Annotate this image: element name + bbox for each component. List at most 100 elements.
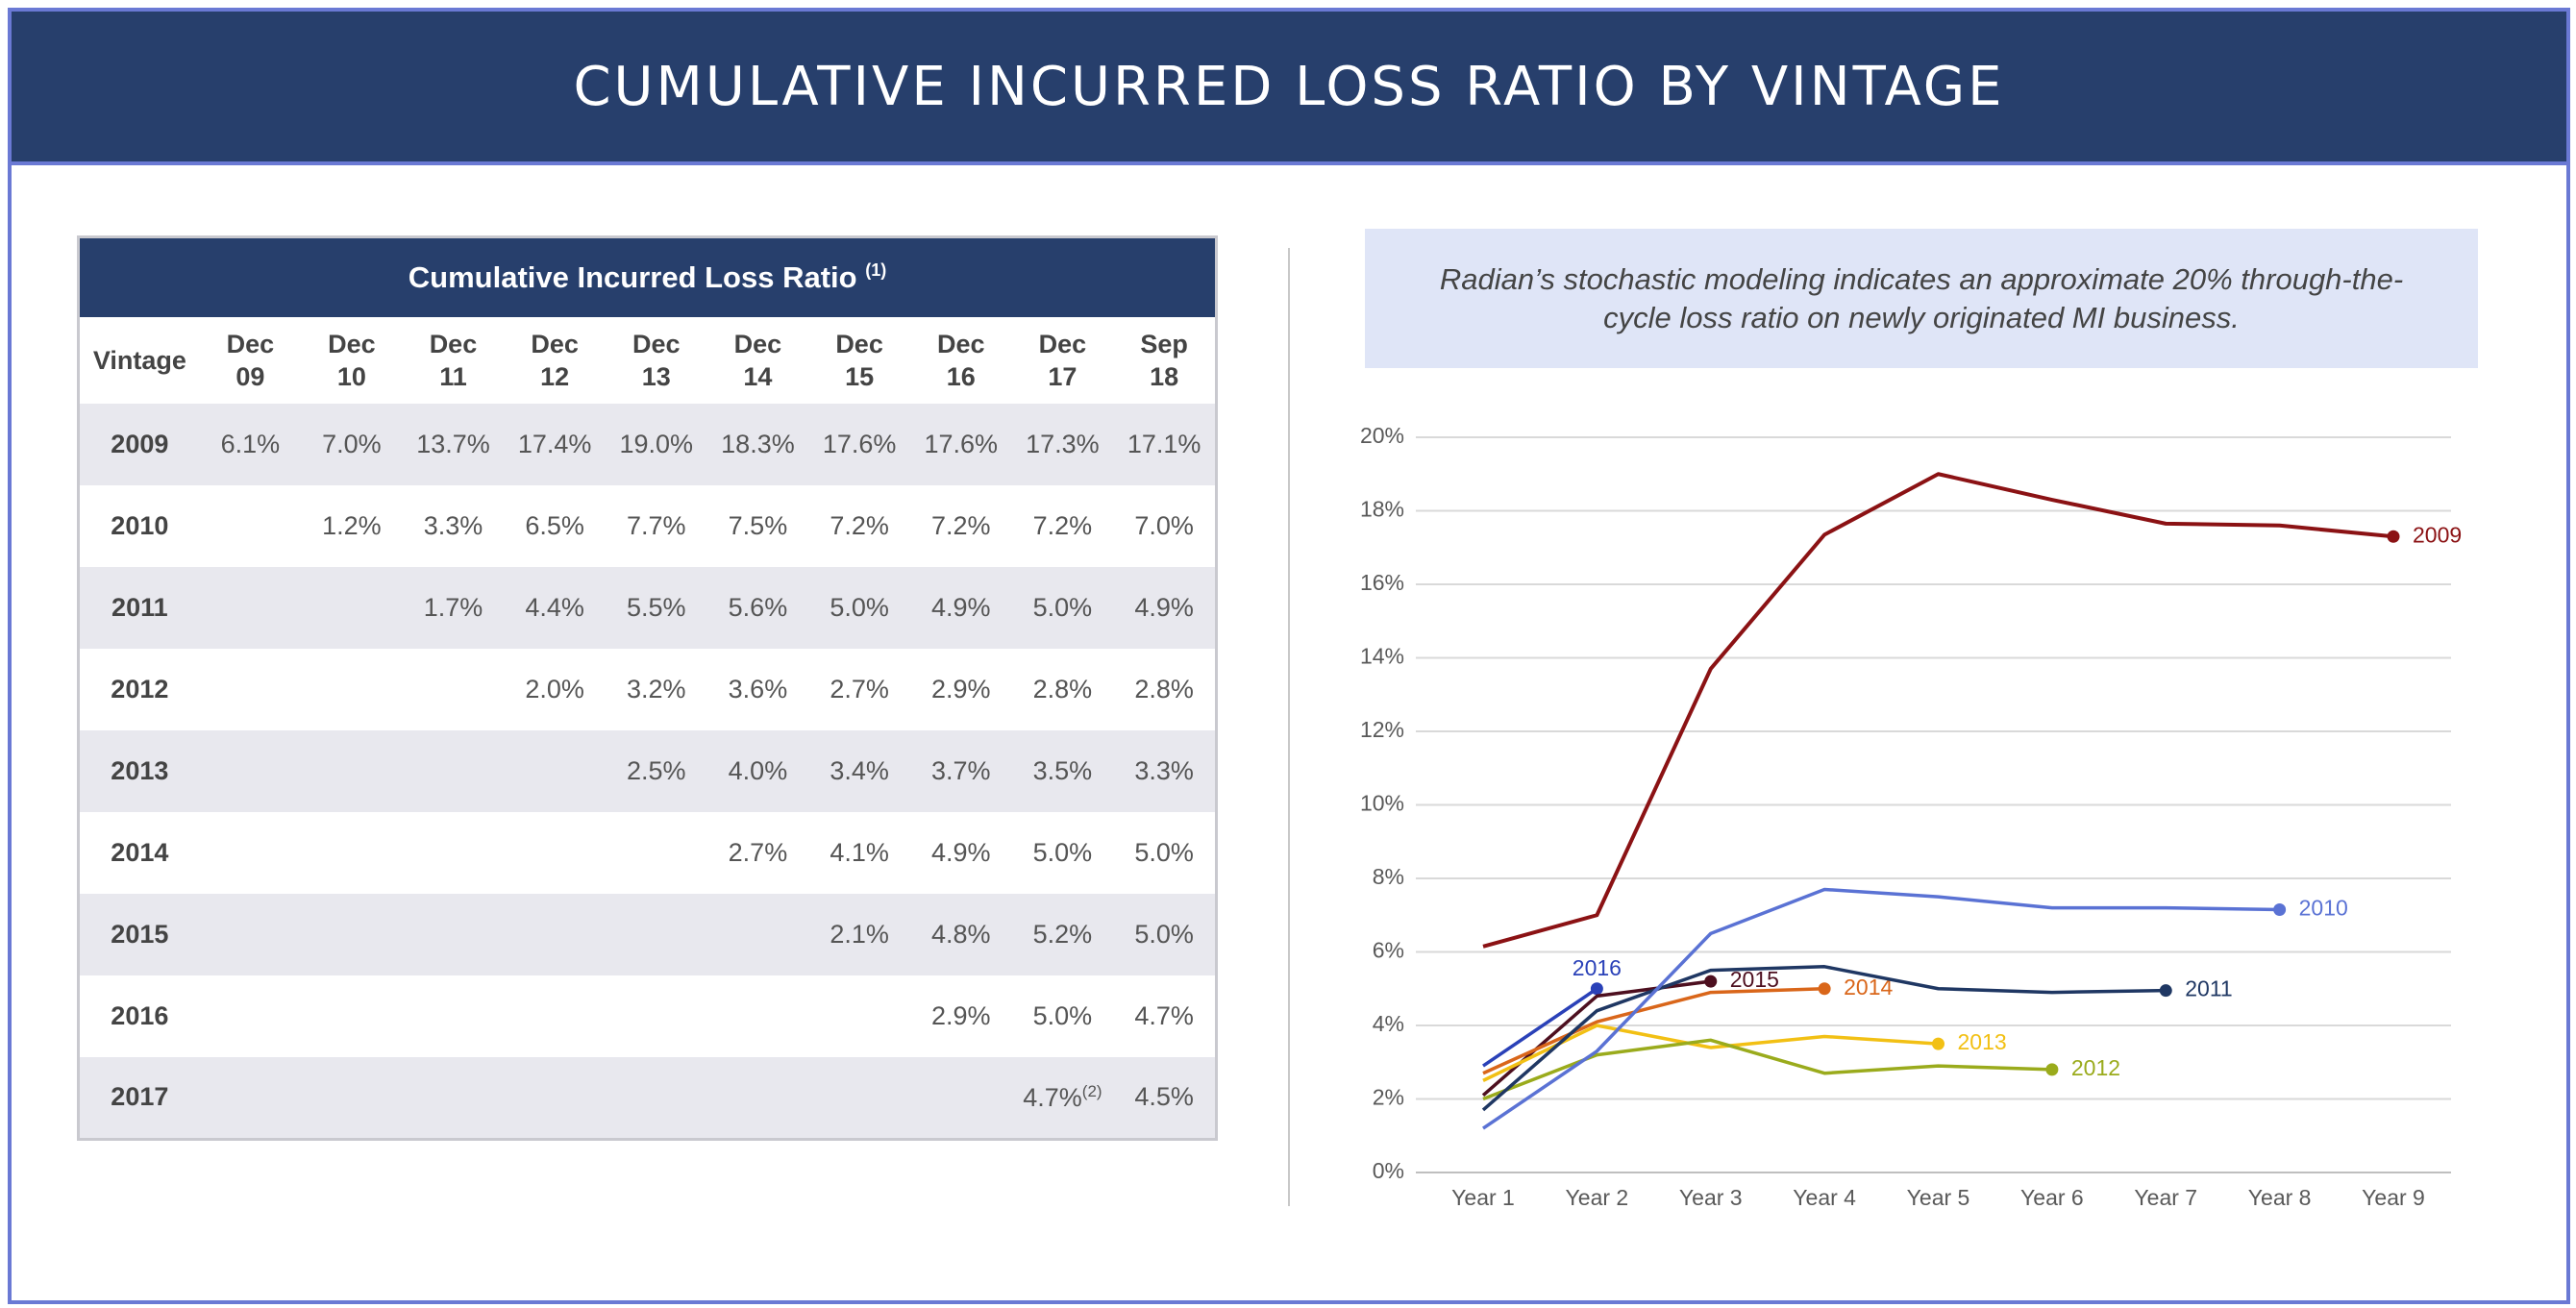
- value-cell: 7.2%: [1032, 511, 1093, 540]
- value-cell: 19.0%: [619, 430, 694, 458]
- value-cell: 3.3%: [1134, 756, 1194, 785]
- y-tick-label: 6%: [1373, 938, 1404, 963]
- column-header: Dec 11: [429, 330, 478, 391]
- vintage-cell: 2012: [111, 675, 169, 703]
- y-tick-label: 10%: [1360, 791, 1404, 816]
- value-cell: 2.8%: [1134, 675, 1194, 703]
- y-tick-label: 12%: [1360, 717, 1404, 742]
- value-cell: 3.5%: [1032, 756, 1093, 785]
- value-cell: 2.0%: [525, 675, 584, 703]
- table-row: 2014 2.7% 4.1% 4.9% 5.0% 5.0%: [79, 812, 1217, 894]
- series-line: [1482, 987, 1598, 1068]
- series-label: 2015: [1730, 967, 1779, 992]
- value-cell: 5.5%: [627, 593, 686, 622]
- value-cell: 2.7%: [830, 675, 889, 703]
- column-header: Dec 09: [226, 330, 275, 391]
- value-cell: 2.8%: [1032, 675, 1093, 703]
- x-tick-label: Year 7: [2134, 1185, 2197, 1210]
- x-tick-label: Year 8: [2248, 1185, 2312, 1210]
- x-tick-label: Year 2: [1566, 1185, 1629, 1210]
- vintage-cell: 2013: [111, 756, 169, 785]
- series-label: 2016: [1573, 955, 1622, 980]
- column-header-cell: Dec 13: [606, 317, 707, 404]
- value-cell: 4.0%: [728, 756, 788, 785]
- series-line: [1481, 965, 2167, 1112]
- end-marker: [2045, 1063, 2059, 1076]
- series-label: 2011: [2185, 976, 2232, 1001]
- column-header-cell: Dec 12: [504, 317, 606, 404]
- value-cell: 18.3%: [721, 430, 795, 458]
- vintage-cell: 2016: [111, 1001, 169, 1030]
- table-row: 2017 4.7%(2) 4.5%: [78, 1057, 1217, 1139]
- column-header-cell: Dec 10: [301, 317, 402, 404]
- end-marker: [1932, 1037, 1944, 1050]
- end-marker: [1818, 982, 1831, 996]
- column-header-cell: Dec 11: [403, 317, 505, 404]
- vintage-cell: 2010: [111, 511, 169, 540]
- banner: CUMULATIVE INCURRED LOSS RATIO BY VINTAG…: [12, 12, 2566, 165]
- value-cell: 5.2%: [1032, 920, 1093, 949]
- column-header-cell: Dec 17: [1012, 317, 1114, 404]
- cell-value: 4.7%: [1023, 1082, 1082, 1112]
- y-tick-label: 16%: [1360, 570, 1404, 595]
- divider: [1288, 248, 1290, 1206]
- column-header-cell: Dec 15: [808, 317, 910, 404]
- value-cell: 7.2%: [830, 511, 889, 540]
- x-tick-label: Year 3: [1679, 1185, 1743, 1210]
- value-cell: 2.5%: [627, 756, 686, 785]
- x-tick-label: Year 6: [2020, 1185, 2084, 1210]
- column-header: Dec 12: [531, 330, 579, 391]
- column-header-cell: Sep 18: [1113, 317, 1216, 404]
- value-cell: 4.8%: [930, 920, 991, 949]
- column-header-cell: Dec 09: [200, 317, 301, 404]
- value-cell: 4.9%: [930, 593, 991, 622]
- value-cell: 7.2%: [930, 511, 991, 540]
- value-cell: 3.7%: [930, 756, 991, 785]
- vintage-cell: 2011: [111, 593, 168, 622]
- series-label: 2012: [2071, 1055, 2120, 1080]
- value-cell: 2.1%: [830, 920, 889, 949]
- value-cell: 3.4%: [830, 756, 889, 785]
- column-header-cell: Vintage: [79, 317, 200, 404]
- value-cell: 2.9%: [930, 1001, 991, 1030]
- value-cell: 17.4%: [517, 430, 592, 458]
- value-cell: 17.1%: [1127, 430, 1201, 458]
- value-cell: 5.0%: [1032, 838, 1093, 867]
- series-line: [1482, 472, 2394, 949]
- series-label: 2009: [2413, 522, 2462, 547]
- value-cell: 6.1%: [220, 430, 281, 458]
- value-cell: 4.7%: [1134, 1001, 1194, 1030]
- x-tick-label: Year 1: [1451, 1185, 1515, 1210]
- y-tick-label: 14%: [1360, 644, 1404, 669]
- value-cell: 4.9%: [930, 838, 991, 867]
- column-header-row: Vintage Dec 09 Dec 10 Dec 11 Dec 12 Dec 13 Dec…: [79, 317, 1217, 404]
- frame: [8, 8, 2570, 1304]
- value-cell: 3.6%: [728, 675, 788, 703]
- column-header-cell: Dec 14: [707, 317, 809, 404]
- value-cell: 7.0%: [322, 430, 382, 458]
- y-tick-label: 8%: [1373, 864, 1404, 889]
- x-tick-label: Year 4: [1793, 1185, 1856, 1210]
- series-line: [1482, 987, 1825, 1075]
- column-header: Dec 10: [328, 330, 376, 391]
- value-cell: 5.0%: [1032, 593, 1093, 622]
- value-cell: 7.0%: [1134, 511, 1194, 540]
- table-row: 2015 2.1% 4.8% 5.2% 5.0%: [78, 894, 1217, 975]
- table-title: Cumulative Incurred Loss Ratio: [408, 260, 857, 294]
- callout: Radian’s stochastic modeling indicates a…: [1365, 229, 2478, 368]
- series-label: 2013: [1958, 1029, 2007, 1054]
- value-cell: 7.7%: [627, 511, 686, 540]
- x-tick-label: Year 5: [1907, 1185, 1970, 1210]
- value-cell: 4.9%: [1134, 593, 1194, 622]
- value-cell: 1.7%: [423, 593, 483, 622]
- value-cell: 5.6%: [728, 593, 788, 622]
- column-header-cell: Dec 16: [910, 317, 1012, 404]
- value-cell: 4.7%(2): [1012, 1057, 1114, 1139]
- y-tick-label: 18%: [1360, 497, 1404, 522]
- value-cell: 17.3%: [1026, 430, 1100, 458]
- table-row: 2016 2.9% 5.0% 4.7%: [79, 975, 1217, 1057]
- vintage-cell: 2009: [111, 430, 169, 458]
- value-cell: 5.0%: [1134, 838, 1194, 867]
- table-body: 2009 6.1% 7.0% 13.7% 17.4% 19.0% 18.3% 17.6% 17.…: [78, 404, 1217, 1139]
- column-header: Dec 13: [632, 330, 681, 391]
